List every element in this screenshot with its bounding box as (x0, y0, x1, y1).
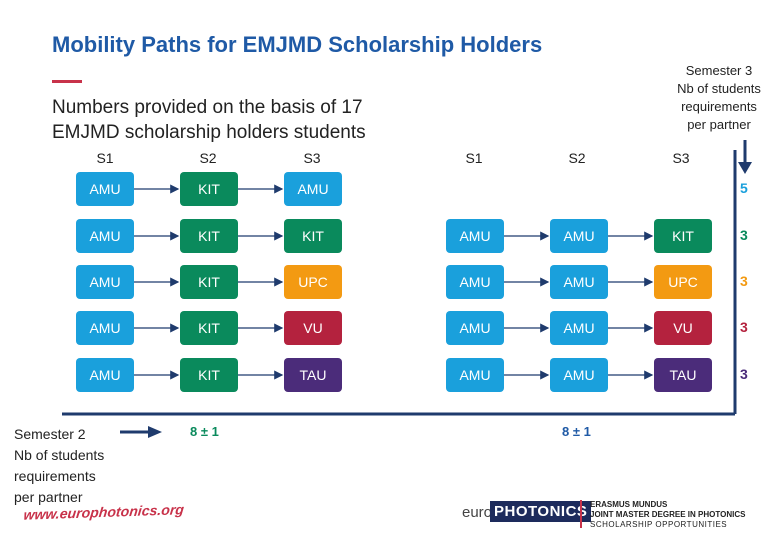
right-row3-s1-box: AMU (446, 311, 504, 345)
left-row2-s2-box: KIT (180, 219, 238, 253)
right-total: 8 ± 1 (562, 424, 591, 439)
semester2-label-line2: Nb of students (14, 447, 105, 463)
left-row4-s3-box: VU (284, 311, 342, 345)
semester3-count-2: 3 (740, 227, 748, 243)
left-row1-s1-box: AMU (76, 172, 134, 206)
right-header-s2: S2 (568, 150, 586, 166)
title-underline (52, 80, 82, 83)
left-row4-s1-box: AMU (76, 311, 134, 345)
right-row1-s3-box: KIT (654, 219, 712, 253)
left-row3-s2-box: KIT (180, 265, 238, 299)
left-row3-s3-box: UPC (284, 265, 342, 299)
left-header-s1: S1 (96, 150, 114, 166)
right-row2-s1-box: AMU (446, 265, 504, 299)
semester2-arrow-head (148, 426, 162, 438)
left-row2-s3-box: KIT (284, 219, 342, 253)
logo-photonics-text: PHOTONICS (490, 501, 592, 522)
semester2-label-line3: requirements (14, 468, 96, 484)
semester3-count-3: 3 (740, 273, 748, 289)
semester3-label: Semester 3 Nb of students requirements p… (660, 62, 778, 134)
left-row1-s3-box: AMU (284, 172, 342, 206)
scholarship-line: SCHOLARSHIP OPPORTUNITIES (590, 520, 728, 529)
left-row1-s2-box: KIT (180, 172, 238, 206)
semester3-label-line3: requirements (681, 99, 757, 114)
subtitle: Numbers provided on the basis of 17 EMJM… (52, 95, 366, 145)
semester2-label: Semester 2 Nb of students requirements p… (14, 424, 144, 508)
left-total: 8 ± 1 (190, 424, 219, 439)
right-row4-s1-box: AMU (446, 358, 504, 392)
right-header-s3: S3 (672, 150, 690, 166)
semester3-label-line4: per partner (687, 117, 751, 132)
right-row1-s1-box: AMU (446, 219, 504, 253)
semester2-label-line1: Semester 2 (14, 426, 86, 442)
semester3-label-line2: Nb of students (677, 81, 761, 96)
logo-euro-text: euro (462, 504, 493, 521)
right-row3-s2-box: AMU (550, 311, 608, 345)
semester3-label-line1: Semester 3 (685, 63, 753, 78)
semester2-label-line4: per partner (14, 489, 83, 505)
right-row2-s3-box: UPC (654, 265, 712, 299)
left-row5-s1-box: AMU (76, 358, 134, 392)
erasmus-mundus-line: ERASMUS MUNDUS (590, 500, 668, 509)
right-row1-s2-box: AMU (550, 219, 608, 253)
page-title: Mobility Paths for EMJMD Scholarship Hol… (52, 32, 543, 57)
subtitle-line-1: Numbers provided on the basis of 17 (52, 97, 363, 118)
left-row4-s2-box: KIT (180, 311, 238, 345)
right-row4-s3-box: TAU (654, 358, 712, 392)
right-row3-s3-box: VU (654, 311, 712, 345)
semester3-arrow-head (738, 162, 752, 174)
joint-master-line: JOINT MASTER DEGREE IN PHOTONICS (590, 510, 746, 519)
left-row3-s1-box: AMU (76, 265, 134, 299)
right-header-s1: S1 (465, 150, 483, 166)
left-row2-s1-box: AMU (76, 219, 134, 253)
semester3-count-1: 5 (740, 180, 748, 196)
left-header-s3: S3 (303, 150, 321, 166)
semester3-count-4: 3 (740, 319, 748, 335)
left-header-s2: S2 (199, 150, 217, 166)
right-row4-s2-box: AMU (550, 358, 608, 392)
right-row2-s2-box: AMU (550, 265, 608, 299)
logo-separator (580, 500, 582, 528)
left-row5-s2-box: KIT (180, 358, 238, 392)
subtitle-line-2: EMJMD scholarship holders students (52, 122, 366, 143)
semester3-count-5: 3 (740, 366, 748, 382)
left-row5-s3-box: TAU (284, 358, 342, 392)
